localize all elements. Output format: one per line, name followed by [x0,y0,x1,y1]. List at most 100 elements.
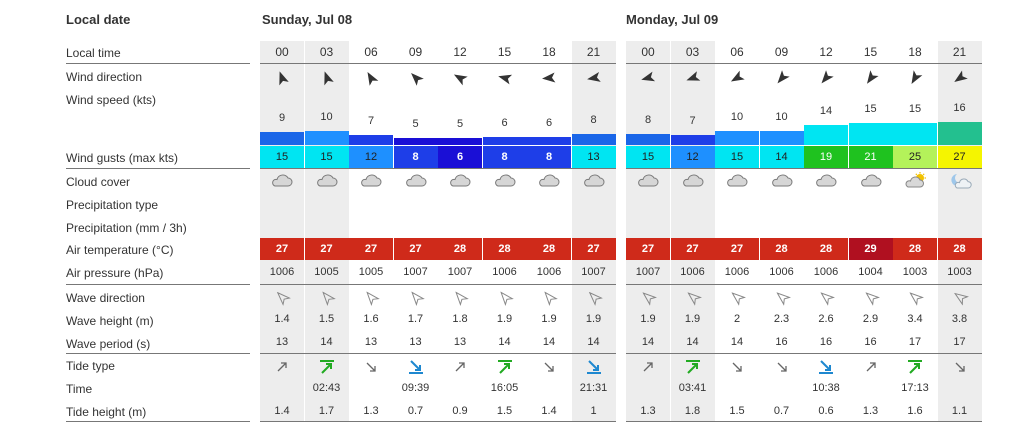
wind-speed-bar [759,131,804,145]
row-label-local-time: Local time [66,46,121,60]
wave-direction-arrow-icon [730,290,747,306]
air-pressure-cell: 1005 [358,266,384,278]
cloud-icon [493,172,519,190]
wind-gust-cell: 27 [937,146,982,168]
wind-speed-bar [349,135,393,145]
wind-speed-value: 8 [590,114,597,126]
local-date-label: Local date [66,12,131,27]
air-temp-cell: 28 [527,238,571,260]
row-separator [626,284,982,285]
wind-speed-bar [571,134,616,145]
wind-speed-value: 15 [864,103,877,115]
row-separator [260,168,616,169]
air-pressure-cell: 1003 [902,266,928,278]
wind-speed-value: 7 [367,115,375,127]
wind-gust-cell: 15 [304,146,349,168]
row-label-tide-type: Tide type [66,359,115,373]
row-separator [66,63,250,64]
row-separator [66,284,250,285]
night-column-shade [626,41,670,421]
wind-speed-value: 10 [320,111,333,123]
wave-period-cell: 16 [819,336,833,348]
row-separator [260,353,616,354]
tide-height-cell: 0.9 [452,405,468,417]
tide-time-cell: 21:31 [579,382,608,394]
wave-direction-arrow-icon [587,290,603,307]
tide-height-cell: 1.4 [274,405,290,417]
wave-period-cell: 13 [364,336,378,348]
row-label-precip: Precipitation (mm / 3h) [66,221,187,235]
tide-height-cell: 0.7 [773,405,790,417]
local-time-cell: 12 [819,45,833,59]
wind-gust-cell: 12 [670,146,715,168]
wind-direction-arrow-icon [863,70,879,86]
local-time-cell: 12 [453,45,467,59]
row-label-air-temp: Air temperature (°C) [66,243,174,257]
wind-speed-value: 10 [775,111,788,123]
wave-height-cell: 1.6 [363,313,379,325]
wind-speed-value: 5 [412,118,419,130]
wind-gust-cell: 8 [527,146,571,168]
tide-height-cell: 1.3 [640,405,656,417]
wave-height-cell: 3.8 [951,313,968,325]
air-temp-cell: 27 [260,238,304,260]
local-time-cell: 21 [952,45,967,59]
wind-gust-cell: 21 [848,146,893,168]
air-temp-cell: 27 [715,238,759,260]
air-temp-cell: 27 [349,238,393,260]
wave-height-cell: 1.9 [541,313,557,325]
air-pressure-cell: 1007 [581,266,606,278]
local-time-cell: 06 [730,45,744,59]
tide-low-icon [394,358,438,376]
row-separator [66,353,250,354]
wave-direction-arrow-icon [864,290,880,306]
local-time-cell: 06 [364,45,378,59]
row-label-tide-height: Tide height (m) [66,405,147,419]
row-label-wave-height: Wave height (m) [66,314,154,328]
tide-height-cell: 1 [590,405,597,417]
wind-gust-cell: 8 [393,146,438,168]
row-label-wind-speed: Wind speed (kts) [66,93,157,107]
tide-height-cell: 1.6 [907,405,923,417]
wave-period-cell: 16 [775,336,788,348]
wave-height-cell: 2.9 [862,313,879,325]
air-pressure-cell: 1005 [314,266,339,278]
wind-gust-cell: 12 [349,146,393,168]
wind-gust-cell: 25 [893,146,937,168]
wave-height-cell: 2.6 [818,313,834,325]
air-temp-cell: 27 [304,238,349,260]
air-temp-cell: 28 [804,238,848,260]
cloud-icon [725,172,751,190]
tide-height-cell: 1.7 [318,405,335,417]
tide-time-cell: 16:05 [490,382,519,394]
row-label-air-pressure: Air pressure (hPa) [66,266,164,280]
air-pressure-cell: 1007 [447,266,473,278]
row-separator [260,421,616,422]
local-time-cell: 09 [774,45,789,59]
partly-cloudy-night-icon [948,172,974,190]
row-separator [626,168,982,169]
air-pressure-cell: 1006 [769,266,794,278]
wind-speed-bar [893,123,937,145]
wind-gust-cell: 13 [571,146,616,168]
cloud-icon [681,172,707,190]
wave-direction-arrow-icon [641,290,658,306]
air-temp-cell: 29 [848,238,893,260]
tide-height-cell: 0.6 [818,405,834,417]
tide-rising-icon [438,358,482,376]
tide-rising-icon [849,358,893,376]
wave-period-cell: 14 [587,336,600,348]
wave-period-cell: 14 [498,336,511,348]
wind-direction-arrow-icon [363,70,379,86]
cloud-icon [859,172,885,190]
wind-speed-bar [482,137,527,145]
air-pressure-cell: 1006 [724,266,750,278]
air-pressure-cell: 1003 [947,266,972,278]
wind-direction-arrow-icon [408,70,424,86]
wave-direction-arrow-icon [498,290,514,307]
wind-speed-value: 14 [819,105,833,117]
wave-direction-arrow-icon [819,290,836,306]
tide-height-cell: 1.4 [541,405,557,417]
cloud-icon [636,172,662,190]
wind-direction-arrow-icon [729,70,745,86]
